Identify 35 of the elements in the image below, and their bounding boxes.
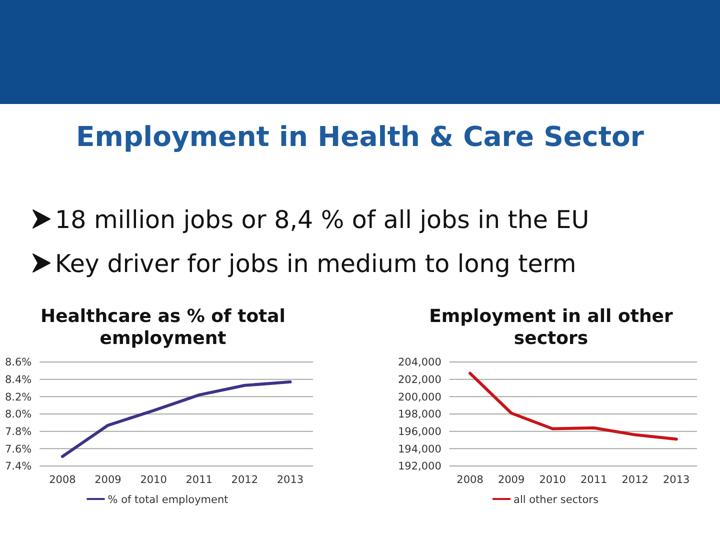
- line-series: [468, 372, 678, 441]
- y-tick-label: 7.6%: [4, 443, 32, 456]
- x-tick-label: 2012: [622, 474, 648, 486]
- y-tick-label: 192,000: [398, 460, 442, 473]
- y-tick-label: 204,000: [398, 356, 442, 369]
- x-tick-label: 2009: [498, 474, 525, 486]
- legend-label: all other sectors: [514, 494, 598, 506]
- y-tick-label: 198,000: [398, 408, 442, 421]
- x-tick-label: 2013: [663, 474, 690, 486]
- x-tick-label: 2013: [276, 474, 304, 486]
- x-tick-label: 2008: [49, 474, 76, 486]
- chart-title: Healthcare as % of total employment: [40, 306, 286, 349]
- x-tick-label: 2008: [456, 474, 484, 486]
- line-series: [60, 380, 292, 458]
- legend-label: % of total employment: [108, 494, 228, 506]
- x-tick-label: 2012: [231, 474, 258, 486]
- y-tick-label: 8.2%: [4, 391, 32, 404]
- y-tick-label: 202,000: [398, 374, 442, 386]
- x-tick-label: 2011: [186, 474, 212, 486]
- x-tick-label: 2010: [539, 474, 566, 486]
- chart-title: Employment in all other sectors: [429, 306, 673, 349]
- text: Employment in Health & Care Sector: [76, 121, 644, 153]
- x-tick-label: 2009: [94, 474, 122, 486]
- y-tick-label: 200,000: [398, 391, 442, 404]
- y-tick-label: 196,000: [398, 426, 442, 438]
- y-tick-label: 7.8%: [4, 426, 32, 438]
- text: Key driver for jobs in medium to long term: [55, 249, 576, 278]
- text: 18 million jobs or 8,4 % of all jobs in the EU: [55, 205, 590, 234]
- y-tick-label: 8.4%: [4, 374, 32, 386]
- x-tick-label: 2011: [580, 474, 608, 486]
- y-tick-label: 8.6%: [4, 356, 32, 369]
- x-tick-label: 2010: [140, 474, 167, 486]
- y-tick-label: 8.0%: [4, 408, 32, 421]
- y-tick-label: 7.4%: [4, 460, 32, 473]
- y-tick-label: 194,000: [398, 443, 442, 456]
